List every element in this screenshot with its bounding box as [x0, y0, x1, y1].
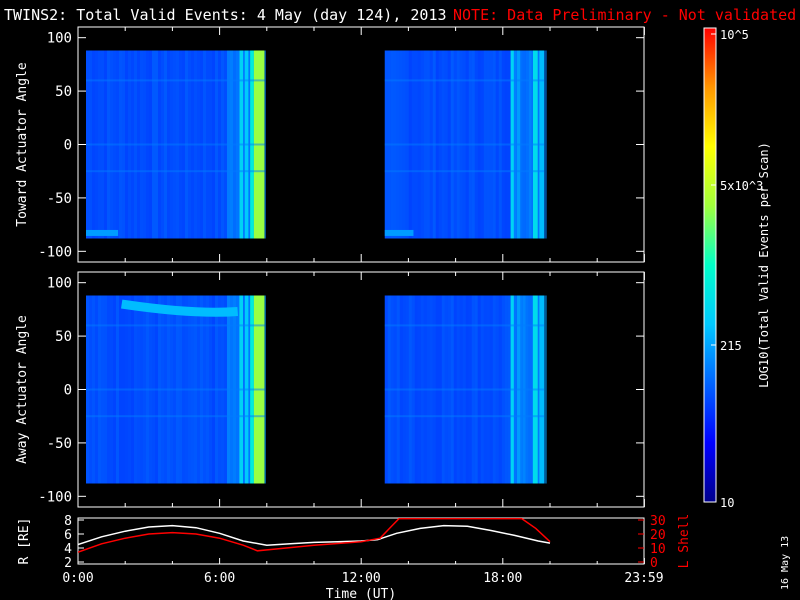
y-axis-label: Toward Actuator Angle — [15, 62, 30, 227]
figure-title: TWINS2: Total Valid Events: 4 May (day 1… — [4, 6, 447, 24]
y-tick-label-right: 10 — [650, 542, 666, 557]
date-stamp: 16 May 13 — [780, 536, 791, 590]
y-tick-label: -50 — [47, 436, 72, 452]
y-tick-label: 0 — [64, 138, 72, 154]
colorbar-label: LOG10(Total Valid Events per Scan) — [757, 142, 771, 388]
colorbar-tick-label: 5x10^3 — [720, 179, 763, 193]
lshell-line — [78, 518, 551, 553]
colorbar-tick-label: 10^5 — [720, 28, 749, 42]
x-tick-label: 18:00 — [483, 571, 522, 586]
x-axis-label: Time (UT) — [326, 587, 396, 600]
radius-line — [78, 524, 551, 546]
y-tick-label: 50 — [55, 329, 72, 345]
heatmap-block — [384, 295, 547, 484]
y-axis-label: Away Actuator Angle — [15, 315, 30, 464]
y-tick-label-right: 20 — [650, 528, 666, 543]
y-tick-label-right: 0 — [650, 556, 658, 571]
away-angle-panel: 100 50 0 -50 -100 Away Actuator Angle — [15, 271, 645, 508]
y-tick-label-right: 30 — [650, 514, 666, 529]
x-tick-label: 23:59 — [624, 571, 663, 586]
y-tick-label-left: 2 — [64, 556, 72, 571]
y-tick-label: -50 — [47, 191, 72, 207]
y-tick-label-left: 8 — [64, 514, 72, 529]
x-tick-label: 6:00 — [204, 571, 235, 586]
preliminary-note: NOTE: Data Preliminary - Not validated — [453, 6, 796, 24]
heatmap-block — [86, 295, 266, 484]
y-tick-label: 0 — [64, 383, 72, 399]
x-tick-label: 0:00 — [62, 571, 93, 586]
orbit-left-label: R [RE] — [17, 518, 32, 565]
orbit-right-label: L Shell — [677, 514, 692, 569]
y-tick-label: 50 — [55, 84, 72, 100]
heatmap-block — [86, 50, 266, 239]
colorbar: 10 215 5x10^3 10^5 LOG10(Total Valid Events … — [703, 27, 771, 510]
heatmap-block — [384, 50, 547, 239]
colorbar-tick-label: 10 — [720, 496, 734, 510]
colorbar-tick-label: 215 — [720, 339, 742, 353]
y-tick-label: -100 — [38, 244, 72, 260]
y-tick-label: 100 — [47, 31, 72, 47]
x-tick-label: 12:00 — [342, 571, 381, 586]
y-tick-label: -100 — [38, 489, 72, 505]
y-tick-label-left: 6 — [64, 528, 72, 543]
colorbar-gradient — [703, 27, 717, 503]
y-tick-label: 100 — [47, 276, 72, 292]
toward-angle-panel: 100 50 0 -50 -100 Toward Actuator Angle — [15, 26, 645, 263]
bright-band — [121, 299, 238, 317]
y-tick-label-left: 4 — [64, 542, 72, 557]
